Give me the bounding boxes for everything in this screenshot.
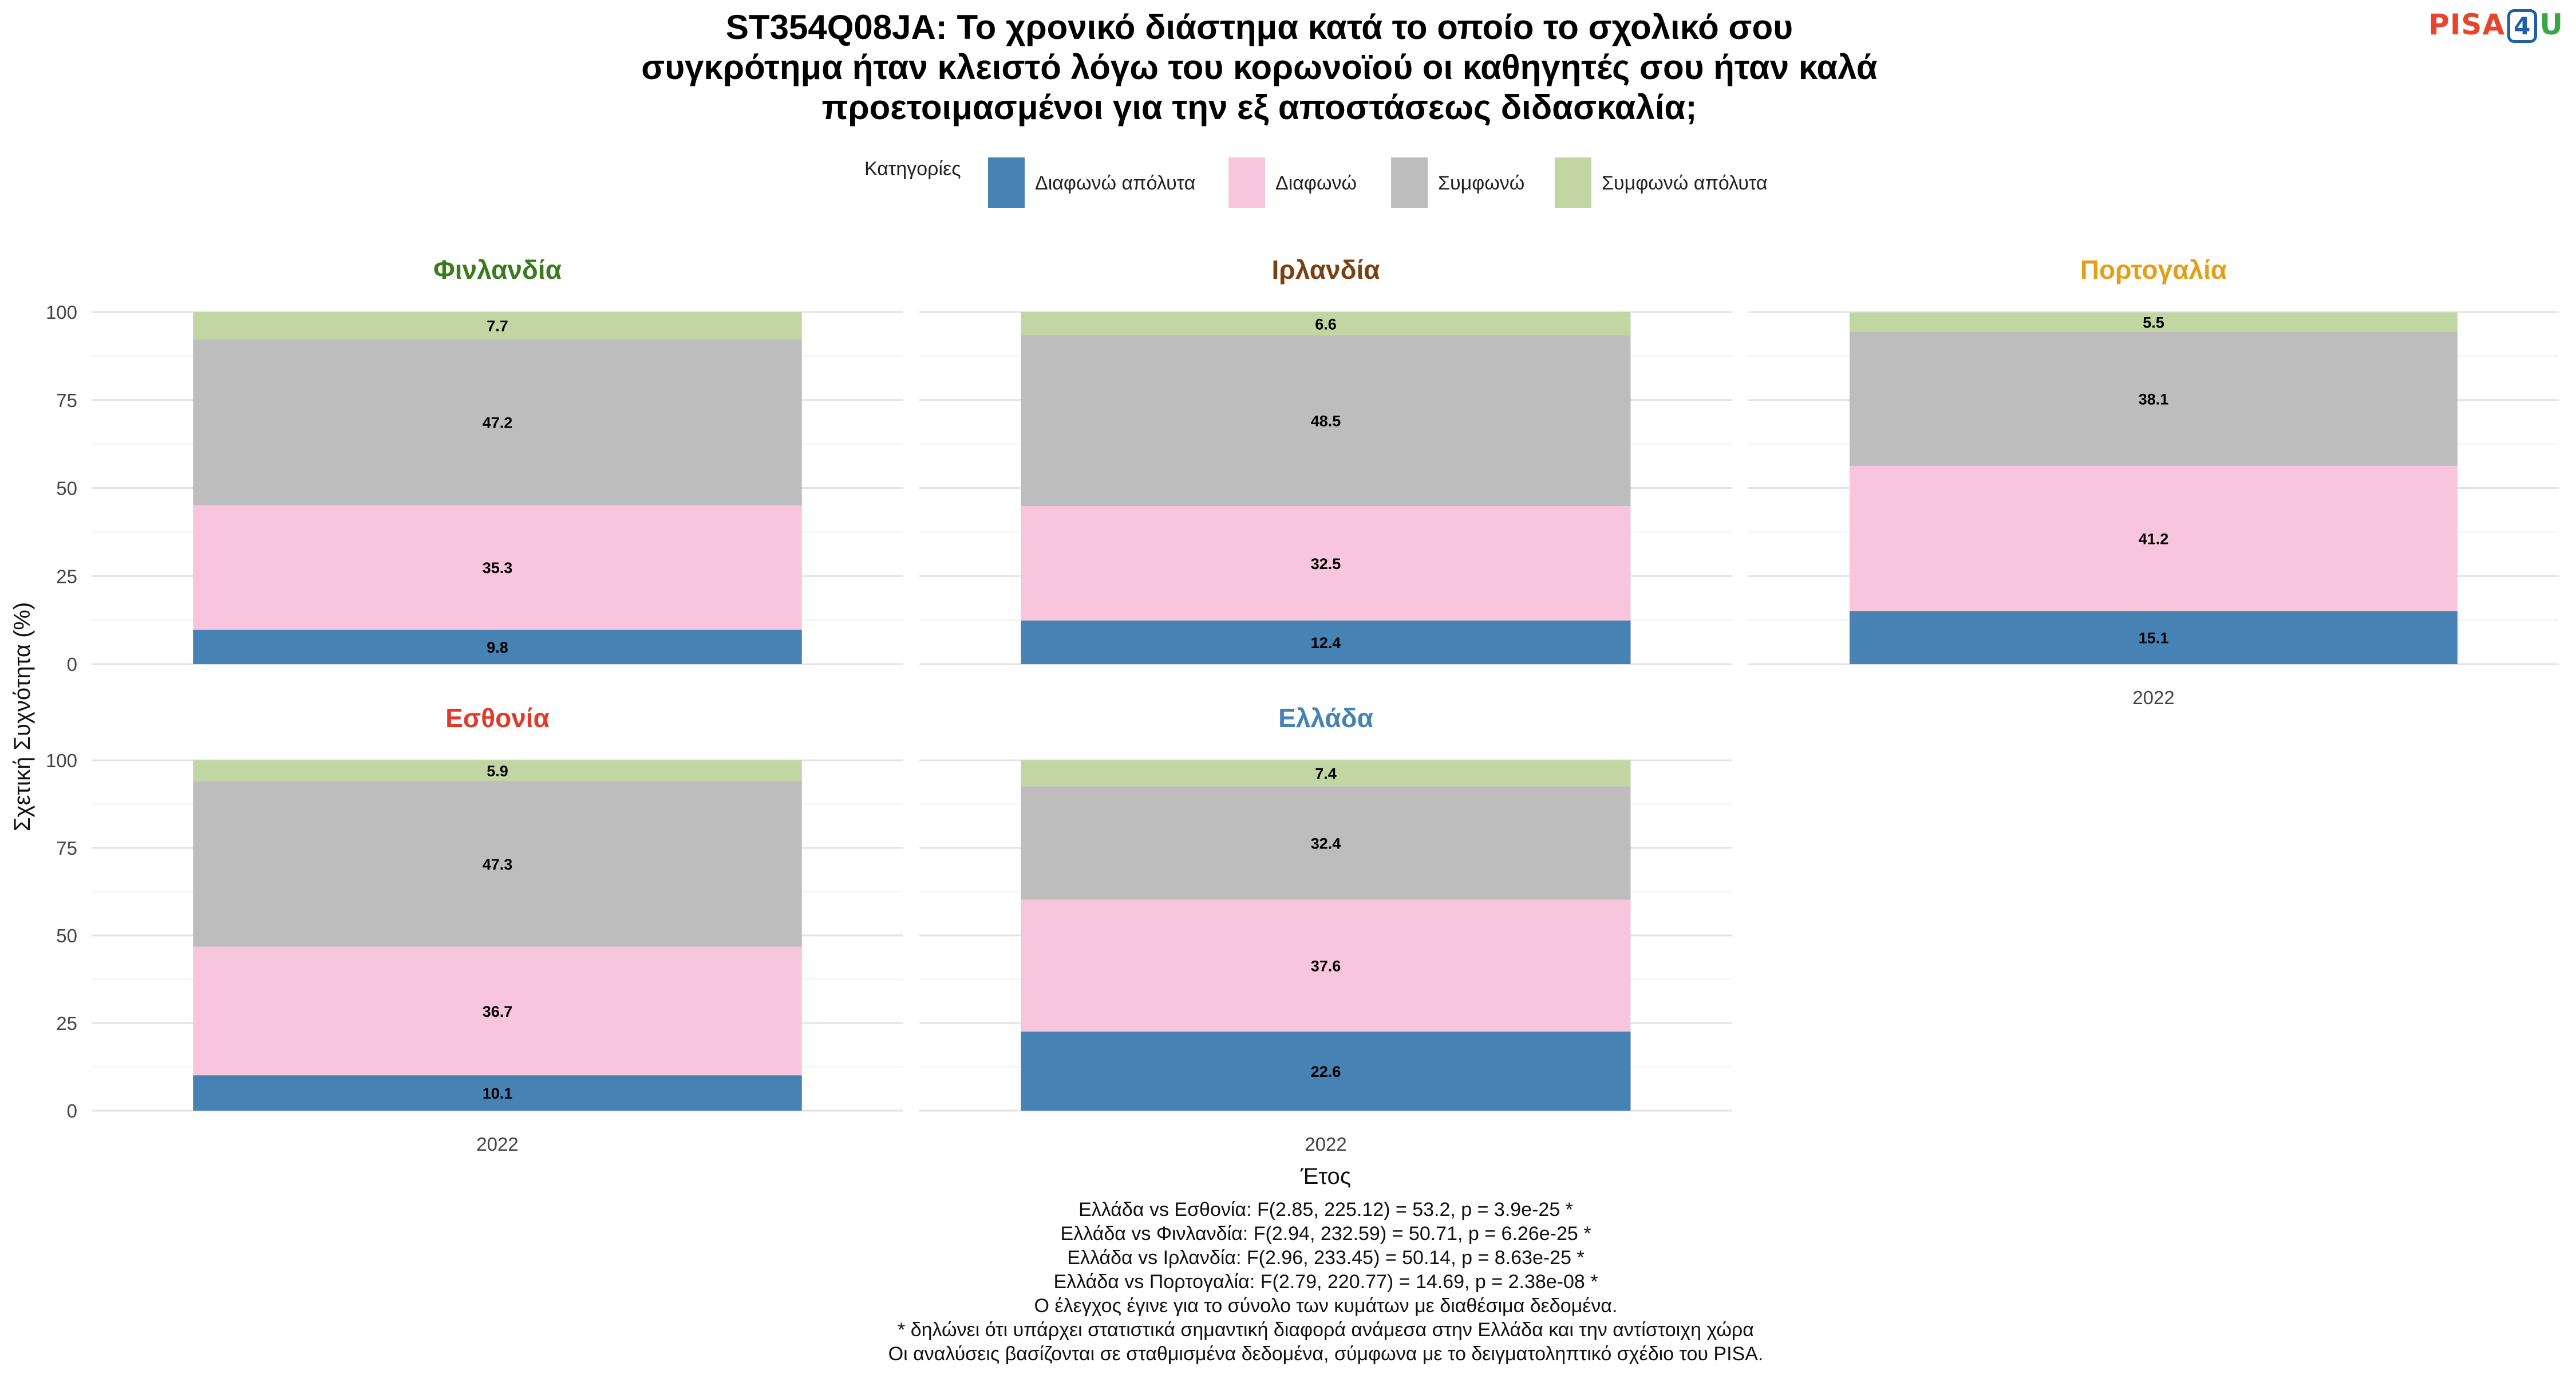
y-tick-label: 50 (56, 478, 77, 499)
bar-segment (1850, 611, 2458, 664)
footnote-line: Ελλάδα vs Φινλανδία: F(2.94, 232.59) = 5… (1061, 1223, 1591, 1245)
bar-segment (1850, 465, 2458, 611)
x-axis-title: Έτος (1300, 1164, 1351, 1189)
bar-segment (193, 339, 802, 506)
data-label: 10.1 (483, 1085, 513, 1102)
legend-label: Συμφωνώ απόλυτα (1602, 172, 1768, 194)
data-label: 48.5 (1311, 413, 1341, 430)
bar-segment (193, 781, 802, 947)
data-label: 5.9 (487, 763, 508, 780)
legend-label: Συμφωνώ (1438, 172, 1524, 194)
legend-swatch (988, 157, 1025, 208)
panel-title: Ελλάδα (1278, 703, 1373, 733)
y-tick-label: 75 (56, 390, 77, 411)
y-tick-label: 75 (56, 838, 77, 859)
bar-segment (1021, 899, 1631, 1032)
bar-segment (1850, 312, 2458, 332)
pisa4u-logo: PISA 4 U (2428, 8, 2563, 43)
footnote-line: Ο έλεγχος έγινε για το σύνολο των κυμάτω… (1034, 1295, 1618, 1317)
y-tick-label: 100 (46, 302, 77, 323)
footnote-line: Οι αναλύσεις βασίζονται σε σταθμισμένα δ… (888, 1343, 1764, 1365)
y-axis-title: Σχετική Συχνότητα (%) (10, 602, 35, 832)
data-label: 22.6 (1311, 1063, 1341, 1080)
bar-segment (1021, 620, 1631, 664)
x-tick-label: 2022 (2132, 687, 2174, 708)
chart-title-line: ST354Q08JA: Το χρονικό διάστημα κατά το … (726, 8, 1793, 46)
chart-title-line: προετοιμασμένοι για την εξ αποστάσεως δι… (822, 88, 1697, 127)
legend-label: Διαφωνώ (1275, 172, 1357, 194)
bar-segment (1021, 335, 1631, 506)
data-label: 9.8 (487, 639, 508, 656)
bar-segment (1021, 506, 1631, 621)
legend-swatch (1391, 157, 1428, 208)
y-tick-label: 25 (56, 566, 77, 587)
data-label: 47.2 (483, 414, 513, 431)
bar-segment (193, 312, 802, 339)
data-label: 37.6 (1311, 958, 1341, 975)
legend-title: Κατηγορίες (864, 158, 961, 180)
bar-segment (1850, 331, 2458, 466)
data-label: 5.5 (2143, 314, 2164, 331)
data-label: 7.4 (1315, 765, 1337, 783)
x-tick-label: 2022 (476, 1134, 518, 1155)
footnote-line: Ελλάδα vs Ιρλανδία: F(2.96, 233.45) = 50… (1067, 1247, 1584, 1269)
data-label: 32.5 (1311, 555, 1341, 572)
bar-segment (193, 505, 802, 630)
bar-segment (1021, 1031, 1631, 1111)
footnote-line: Ελλάδα vs Εσθονία: F(2.85, 225.12) = 53.… (1078, 1199, 1573, 1221)
data-label: 47.3 (483, 856, 513, 873)
legend-swatch (1228, 157, 1265, 208)
x-tick-label: 2022 (1305, 1134, 1346, 1155)
y-tick-label: 0 (67, 1100, 77, 1122)
bar-segment (1021, 312, 1631, 335)
footnote-line: Ελλάδα vs Πορτογαλία: F(2.79, 220.77) = … (1054, 1271, 1598, 1293)
panel-title: Πορτογαλία (2080, 255, 2227, 285)
footnote-line: * δηλώνει ότι υπάρχει στατιστικά σημαντι… (898, 1319, 1754, 1341)
data-label: 38.1 (2139, 391, 2169, 408)
data-label: 35.3 (483, 559, 513, 577)
panel-title: Φινλανδία (433, 255, 562, 285)
bar-segment (1021, 760, 1631, 787)
panel-title: Ιρλανδία (1271, 255, 1380, 285)
data-label: 6.6 (1315, 315, 1337, 333)
panel-title: Εσθονία (445, 703, 550, 733)
bar-segment (193, 946, 802, 1076)
y-tick-label: 25 (56, 1013, 77, 1034)
bar-segment (193, 760, 802, 781)
data-label: 41.2 (2139, 530, 2169, 547)
data-label: 15.1 (2139, 630, 2169, 647)
y-tick-label: 100 (46, 750, 77, 771)
legend-swatch (1555, 157, 1591, 208)
bar-segment (193, 1075, 802, 1111)
legend-label: Διαφωνώ απόλυτα (1035, 172, 1195, 194)
y-tick-label: 0 (67, 654, 77, 675)
y-tick-label: 50 (56, 925, 77, 946)
data-label: 7.7 (487, 318, 508, 335)
data-label: 36.7 (483, 1003, 513, 1020)
chart-title-line: συγκρότημα ήταν κλειστό λόγω του κορωνοϊ… (641, 48, 1878, 86)
bar-segment (1021, 786, 1631, 900)
data-label: 32.4 (1311, 835, 1341, 852)
data-label: 12.4 (1311, 634, 1341, 652)
bar-segment (193, 629, 802, 664)
